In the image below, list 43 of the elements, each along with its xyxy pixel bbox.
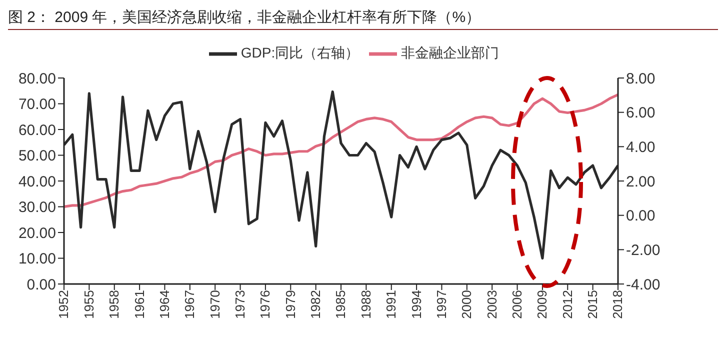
y-tick-label: 0.00 (26, 276, 56, 294)
y-tick-label: 20.00 (18, 224, 56, 242)
x-tick-label: 2006 (510, 290, 525, 319)
x-tick-label: 1976 (258, 290, 273, 319)
chart-title: 图 2： 2009 年，美国经济急剧收缩，非金融企业杠杆率有所下降（%） (8, 8, 718, 30)
x-tick-label: 1961 (132, 290, 147, 319)
x-tick-label: 2009 (534, 290, 550, 319)
x-tick-label: 2018 (610, 290, 626, 319)
y2-tick-label: -2.00 (626, 242, 660, 259)
x-tick-label: 1964 (156, 290, 172, 319)
x-tick-label: 2012 (560, 290, 575, 319)
legend-label: 非金融企业部门 (401, 44, 500, 61)
y-tick-label: 10.00 (18, 250, 56, 268)
line-series (64, 93, 618, 208)
x-tick-label: 2003 (484, 290, 500, 319)
x-tick-label: 1979 (282, 290, 298, 319)
y2-tick-label: 4.00 (626, 138, 656, 156)
y2-tick-label: -4.00 (626, 276, 660, 294)
y2-tick-label: 0.00 (626, 208, 656, 225)
x-tick-label: 2000 (459, 290, 474, 319)
x-tick-label: 1988 (358, 290, 374, 319)
y-tick-label: 80.00 (18, 70, 56, 88)
x-tick-label: 1970 (207, 290, 222, 319)
y2-tick-label: 8.00 (626, 70, 656, 88)
x-tick-label: 1967 (182, 290, 198, 319)
y2-tick-label: 2.00 (626, 173, 656, 190)
x-tick-label: 1994 (408, 290, 424, 319)
x-tick-label: 1982 (308, 290, 324, 319)
x-tick-label: 1952 (56, 290, 72, 319)
y-tick-label: 60.00 (18, 122, 56, 139)
x-tick-label: 2015 (585, 290, 600, 319)
y-tick-label: 50.00 (18, 148, 56, 165)
y-tick-label: 30.00 (18, 199, 56, 216)
x-tick-label: 1973 (232, 290, 248, 319)
x-tick-label: 1991 (384, 290, 399, 319)
x-tick-label: 1985 (333, 290, 348, 319)
y2-tick-label: 6.00 (626, 104, 656, 122)
legend-label: GDP:同比（右轴） (240, 44, 360, 61)
x-tick-label: 1955 (81, 290, 96, 319)
y-tick-label: 40.00 (18, 173, 56, 190)
y-tick-label: 70.00 (18, 96, 56, 114)
x-tick-label: 1997 (434, 290, 449, 319)
x-tick-label: 1958 (106, 290, 122, 319)
